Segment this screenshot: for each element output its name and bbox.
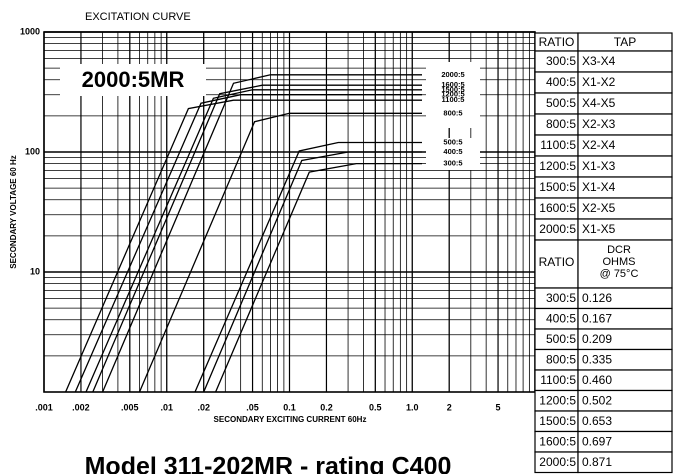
table-header: RATIO [539, 255, 575, 269]
curve [65, 99, 422, 393]
table-cell-text: 0.209 [582, 332, 612, 346]
grid: 10 100 1000 .001 .002 .005 .01 .02 .05 0.1 0.2 0.5 1… [20, 26, 535, 412]
curve [74, 94, 422, 393]
table-cell-text: 300:5 [546, 291, 576, 305]
annotation: 2000:5MR [82, 67, 185, 92]
table-cell-text: 400:5 [546, 312, 576, 326]
table-cell-text: 0.871 [582, 455, 612, 469]
curve-label: 1500:5 [441, 85, 464, 94]
table-cell-text: 1100:5 [540, 373, 576, 387]
curve [92, 84, 422, 393]
table-cell-text: X1-X3 [582, 159, 616, 173]
label-bg [426, 138, 480, 170]
table-cell-text: 1200:5 [539, 159, 576, 173]
table-cell [577, 451, 673, 474]
table-cell-text: 0.167 [582, 312, 612, 326]
curve-label: 300:5 [443, 159, 462, 168]
label-bg [426, 62, 480, 128]
table-cell-text: 0.653 [582, 414, 612, 428]
x-tick-label: .005 [121, 402, 139, 412]
table-cell-text: 1100:5 [540, 138, 576, 152]
curve-label: 1100:5 [442, 95, 465, 104]
x-tick-label: 0.5 [369, 402, 382, 412]
table-header: DCR [607, 244, 631, 256]
table-cell-text: X1-X5 [582, 222, 616, 236]
table-cell-text: 1200:5 [539, 394, 576, 408]
table-cell-text: 0.697 [582, 435, 612, 449]
y-tick-label: 10 [30, 266, 40, 276]
table-cell-text: 0.126 [582, 291, 612, 305]
curve [85, 89, 422, 393]
x-tick-label: 0.1 [283, 402, 296, 412]
curve [215, 162, 422, 393]
table-cell-text: 0.460 [582, 373, 612, 387]
table-cell-text: 0.335 [582, 353, 612, 367]
curve [194, 141, 422, 393]
x-tick-label: 5 [496, 402, 501, 412]
curve-label: 1200:5 [441, 90, 464, 99]
table-cell-text: 2000:5 [539, 455, 576, 469]
x-tick-label: .002 [72, 402, 90, 412]
table-cell [577, 239, 673, 289]
table-cell-text: 1500:5 [539, 180, 576, 194]
table-cell-text: 800:5 [546, 353, 576, 367]
x-axis-label: SECONDARY EXCITING CURRENT 60Hz [214, 415, 367, 424]
table-cell [534, 239, 579, 289]
table-cell-text: 500:5 [546, 332, 576, 346]
table-cell-text: 500:5 [546, 96, 576, 110]
table-cell-text: 800:5 [546, 117, 576, 131]
table-cell-text: 400:5 [546, 75, 576, 89]
table-cell-text: X1-X2 [582, 75, 616, 89]
table-cell-text: X2-X5 [582, 201, 616, 215]
x-tick-label: 1.0 [406, 402, 419, 412]
curves [65, 74, 422, 393]
table-cell-text: 300:5 [546, 54, 576, 68]
y-tick-label: 100 [25, 146, 40, 156]
curve [102, 74, 422, 393]
x-tick-label: .01 [160, 402, 173, 412]
x-tick-label: .05 [246, 402, 259, 412]
x-tick-label: 2 [447, 402, 452, 412]
table-cell-text: X3-X4 [582, 54, 616, 68]
curve-label: 2000:5 [441, 70, 464, 79]
table-cell-text: 1600:5 [539, 201, 576, 215]
curve-label: 1600:5 [441, 80, 464, 89]
table-cell-text: 1500:5 [539, 414, 576, 428]
x-tick-label: 0.2 [320, 402, 333, 412]
table-cell-text: 1600:5 [539, 435, 576, 449]
curve-label: 400:5 [443, 147, 462, 156]
table-cell-text: 2000:5 [539, 222, 576, 236]
x-tick-label: .02 [197, 402, 210, 412]
y-axis-label: SECONDARY VOLTAGE 60 Hz [9, 155, 18, 269]
chart-title: EXCITATION CURVE [85, 11, 191, 23]
table-header: RATIO [539, 35, 575, 49]
x-tick-label: .001 [35, 402, 53, 412]
curve-label: 500:5 [443, 137, 462, 146]
annotation-bg [60, 64, 206, 96]
table-cell-text: X1-X4 [582, 180, 616, 194]
table-cell-text: 0.502 [582, 394, 612, 408]
curve [203, 151, 422, 393]
tables: RATIO TAP 300:5 X3-X4 400:5 X1-X2 500:5 X4-X5 80… [534, 32, 673, 474]
table-header: @ 75°C [600, 268, 639, 280]
table-cell-text: X2-X4 [582, 138, 616, 152]
curve [138, 112, 422, 393]
curve-label: 800:5 [443, 108, 462, 117]
footer: Model 311-202MR - rating C400 [85, 453, 452, 474]
table-cell-text: X4-X5 [582, 96, 616, 110]
table-header: TAP [614, 35, 636, 49]
table-cell-text: X2-X3 [582, 117, 616, 131]
y-tick-label: 1000 [20, 26, 40, 36]
table-header: OHMS [603, 256, 636, 268]
